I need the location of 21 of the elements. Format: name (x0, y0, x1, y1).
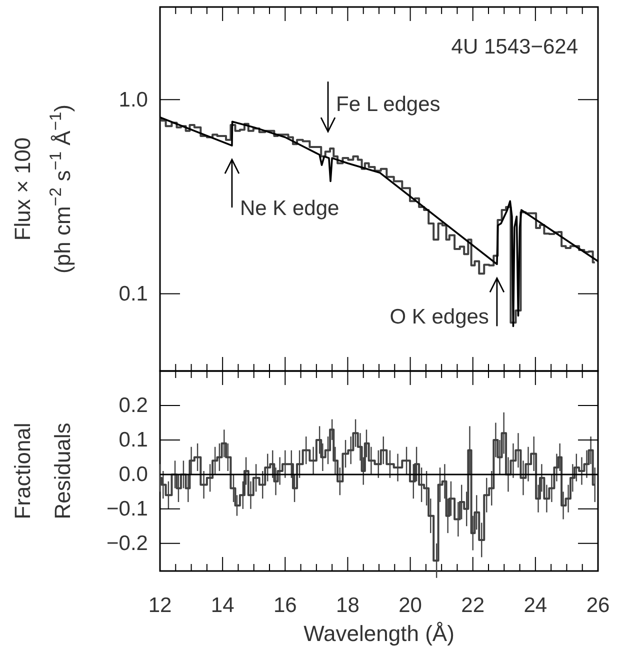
y-tick-label: 1.0 (118, 88, 148, 112)
x-tick-label: 12 (148, 594, 172, 617)
annotation: Fe L edges (336, 92, 440, 116)
y-tick-label: −0.2 (106, 532, 148, 556)
y-tick-label: 0.1 (118, 428, 148, 452)
y-tick-label: −0.1 (106, 498, 148, 521)
x-tick-label: 16 (273, 594, 297, 617)
y-tick-label: 0.0 (118, 463, 148, 486)
x-tick-label: 18 (336, 594, 360, 617)
x-tick-label: 14 (210, 594, 235, 617)
x-tick-label: 22 (461, 594, 485, 617)
text: 4U 1543−624 (451, 36, 578, 58)
x-tick-label: 20 (398, 594, 422, 617)
y-axis-title: Fractional Residuals (10, 422, 75, 520)
x-tick-label: 26 (586, 594, 610, 617)
x-tick-label: 24 (524, 594, 548, 617)
x-axis-title: Wavelength (Å) (304, 621, 454, 646)
y-tick-label: 0.1 (118, 282, 148, 306)
annotation: Ne K edge (240, 196, 340, 220)
y-tick-label: 0.2 (118, 394, 148, 418)
annotation: O K edges (390, 306, 489, 329)
